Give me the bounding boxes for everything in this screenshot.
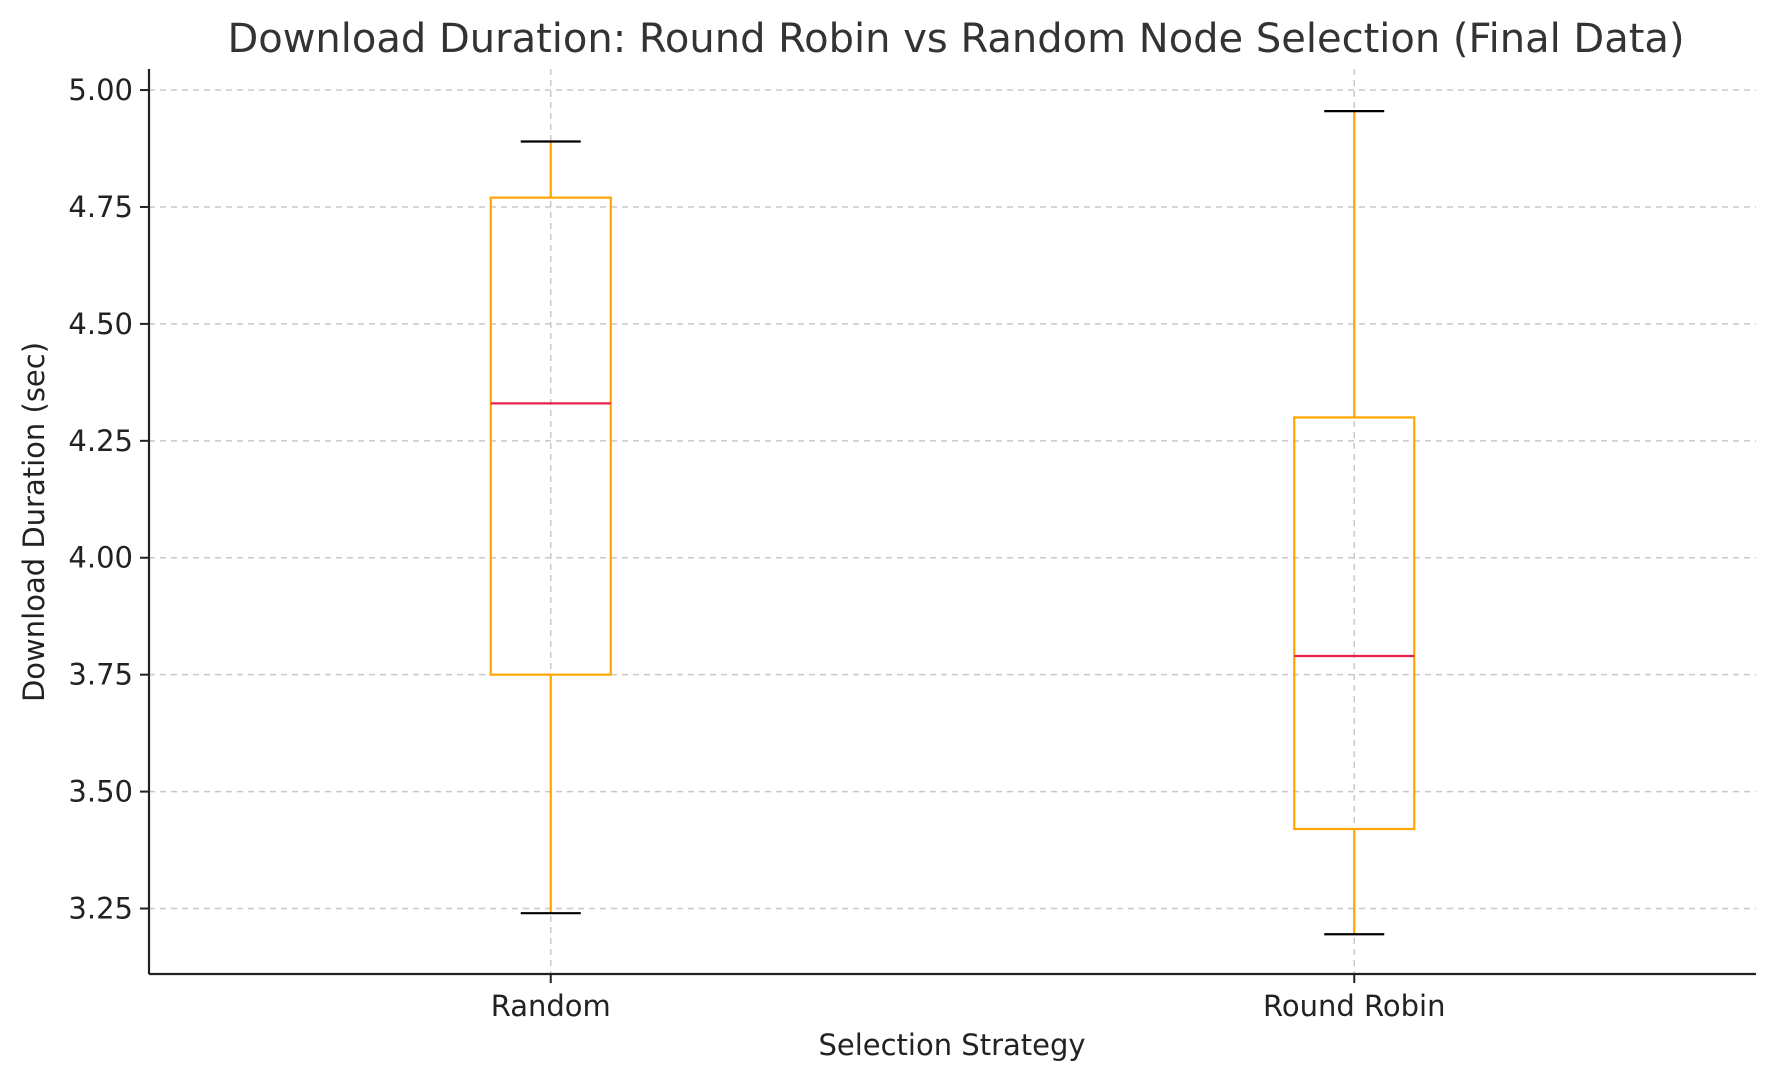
x-tick-label: Random xyxy=(491,989,611,1023)
y-tick-label: 3.75 xyxy=(68,658,133,692)
box-layer xyxy=(489,109,1416,936)
box-round-robin xyxy=(1293,109,1416,936)
y-axis-label: Download Duration (sec) xyxy=(17,342,51,702)
y-tick-label: 3.25 xyxy=(68,892,133,926)
x-tick-label: Round Robin xyxy=(1263,989,1445,1023)
y-tick-label: 4.00 xyxy=(68,541,133,575)
y-tick-label: 4.25 xyxy=(68,424,133,458)
y-tick-label: 4.75 xyxy=(68,190,133,224)
y-tick-label: 5.00 xyxy=(68,73,133,107)
y-tick-label: 3.50 xyxy=(68,775,133,809)
chart-title: Download Duration: Round Robin vs Random… xyxy=(227,16,1684,62)
x-axis-label: Selection Strategy xyxy=(818,1028,1085,1062)
iqr-box xyxy=(1293,416,1416,831)
box-random xyxy=(489,140,612,915)
grid-layer xyxy=(149,69,1756,974)
iqr-box xyxy=(489,196,612,676)
y-tick-layer: 3.25 3.50 3.75 4.00 4.25 4.50 4.75 5.00 xyxy=(68,73,149,926)
y-tick-label: 4.50 xyxy=(68,307,133,341)
axes-layer xyxy=(147,69,1756,976)
x-tick-layer: Random Round Robin xyxy=(491,974,1445,1023)
